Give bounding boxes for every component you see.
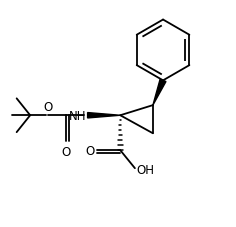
Text: OH: OH <box>136 163 154 176</box>
Polygon shape <box>88 113 120 118</box>
Polygon shape <box>153 80 166 106</box>
Text: O: O <box>44 100 53 113</box>
Text: O: O <box>62 145 71 158</box>
Text: NH: NH <box>69 109 86 122</box>
Text: O: O <box>86 144 95 157</box>
